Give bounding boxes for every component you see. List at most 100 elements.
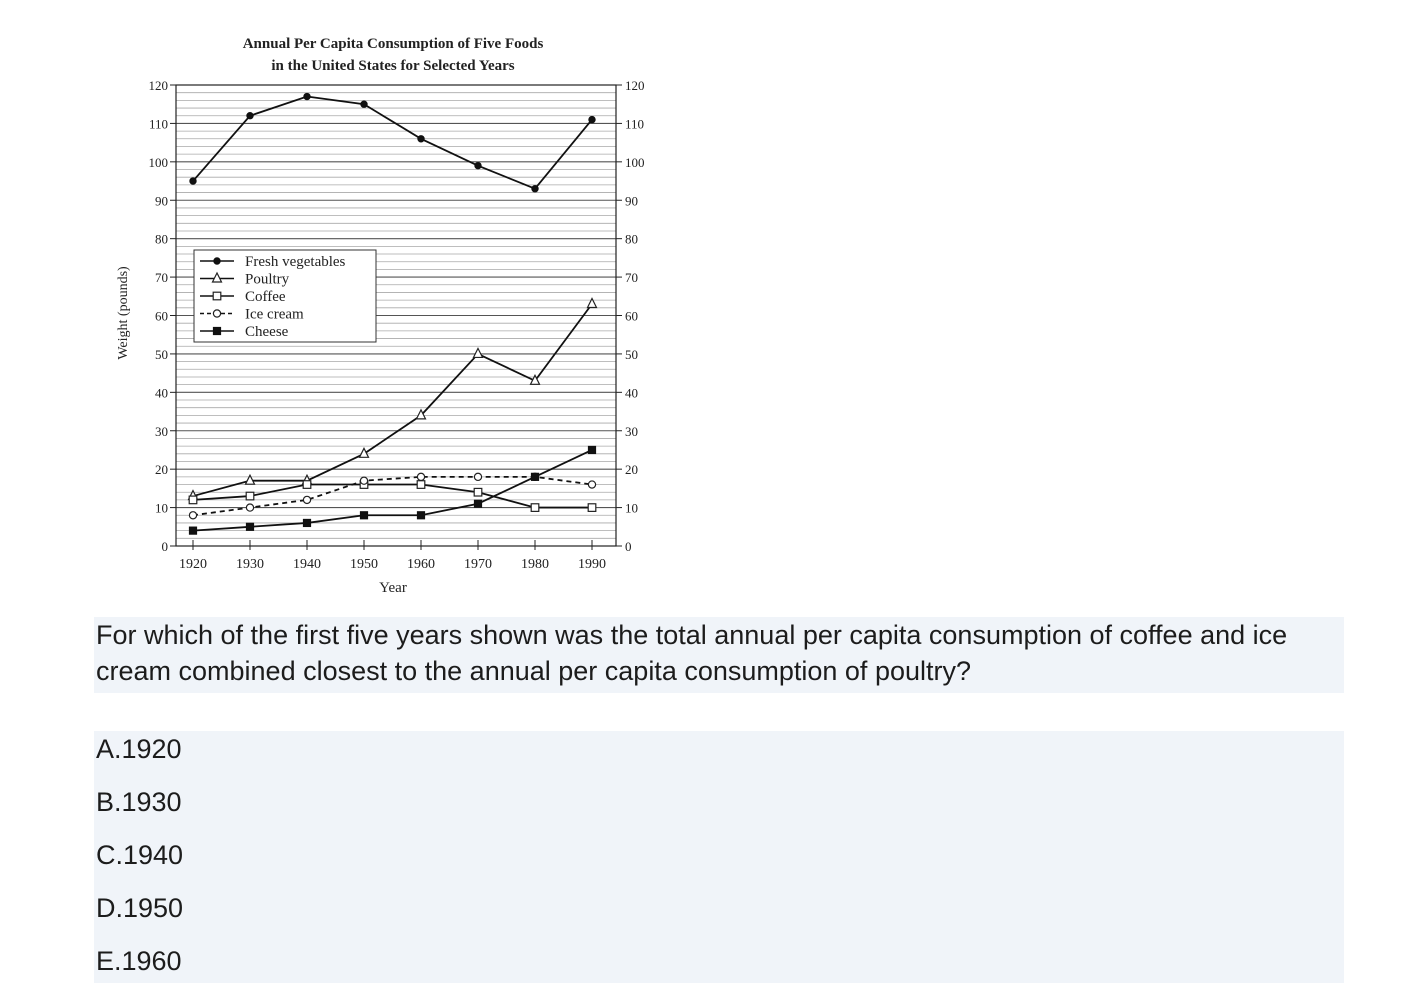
data-point-fresh-vegetables bbox=[474, 161, 482, 170]
y-tick-label-left: 70 bbox=[155, 270, 168, 285]
data-point-coffee bbox=[188, 495, 198, 505]
series-layer bbox=[187, 92, 598, 535]
y-tick-label-left: 10 bbox=[155, 501, 168, 516]
data-point-ice-cream bbox=[359, 476, 369, 485]
legend-label-fresh-vegetables: Fresh vegetables bbox=[245, 254, 346, 270]
series-fresh-vegetables bbox=[189, 92, 596, 193]
data-point-cheese bbox=[416, 511, 426, 520]
data-point-poultry bbox=[529, 373, 541, 385]
y-tick-label-right: 20 bbox=[625, 462, 638, 477]
x-tick-label: 1960 bbox=[407, 557, 435, 572]
chart-title-line1: Annual Per Capita Consumption of Five Fo… bbox=[243, 36, 544, 52]
data-point-poultry bbox=[586, 297, 598, 309]
y-tick-label-left: 90 bbox=[155, 193, 168, 208]
axes: 0 0 10 10 20 20 30 30 40 40 50 50 60 60 70 70 80 80 90 90 10… bbox=[149, 78, 645, 572]
y-tick-label-left: 80 bbox=[155, 232, 168, 247]
y-tick-label-left: 60 bbox=[155, 309, 168, 324]
data-point-ice-cream bbox=[473, 472, 483, 482]
data-point-ice-cream bbox=[587, 480, 597, 489]
series-line-poultry bbox=[192, 303, 593, 497]
x-tick-label: 1980 bbox=[521, 557, 549, 572]
x-tick-label: 1920 bbox=[179, 557, 207, 572]
legend-marker-cheese bbox=[212, 326, 222, 336]
data-point-fresh-vegetables bbox=[246, 112, 254, 120]
data-point-coffee bbox=[473, 487, 483, 497]
x-tick-label: 1940 bbox=[293, 557, 321, 572]
data-point-fresh-vegetables bbox=[531, 185, 539, 193]
series-line-ice-cream bbox=[192, 475, 593, 517]
data-point-coffee bbox=[416, 480, 426, 489]
x-tick-label: 1930 bbox=[236, 557, 264, 572]
x-axis-label: Year bbox=[379, 580, 407, 596]
legend-marker-poultry bbox=[211, 271, 223, 283]
question-text: For which of the first five years shown … bbox=[94, 617, 1344, 693]
series-line-cheese bbox=[192, 449, 593, 532]
data-point-cheese bbox=[473, 499, 483, 508]
data-point-poultry bbox=[472, 347, 484, 359]
data-point-ice-cream bbox=[416, 472, 426, 482]
y-tick-label-left: 40 bbox=[155, 385, 168, 400]
data-point-ice-cream bbox=[302, 495, 312, 505]
y-tick-label-right: 0 bbox=[625, 539, 632, 554]
line-chart: Annual Per Capita Consumption of Five Fo… bbox=[116, 36, 645, 596]
chart-title-line2: in the United States for Selected Years bbox=[271, 58, 514, 74]
series-line-coffee bbox=[192, 483, 592, 509]
data-point-fresh-vegetables bbox=[360, 100, 368, 108]
y-tick-label-right: 40 bbox=[625, 385, 638, 400]
option-a[interactable]: A.1920 bbox=[96, 734, 182, 764]
data-point-coffee bbox=[245, 491, 255, 501]
data-point-cheese bbox=[530, 472, 540, 481]
legend-label-poultry: Poultry bbox=[245, 272, 290, 288]
y-tick-label-right: 80 bbox=[625, 232, 638, 247]
data-point-coffee bbox=[530, 503, 540, 512]
y-tick-label-right: 30 bbox=[625, 424, 638, 439]
series-line-fresh-vegetables bbox=[192, 95, 593, 190]
data-point-fresh-vegetables bbox=[303, 92, 311, 101]
data-point-cheese bbox=[188, 526, 198, 535]
y-tick-label-right: 110 bbox=[625, 116, 644, 131]
y-tick-label-right: 10 bbox=[625, 501, 638, 516]
y-axis-label: Weight (pounds) bbox=[116, 266, 131, 360]
y-tick-label-right: 70 bbox=[625, 270, 638, 285]
legend-marker-fresh-vegetables bbox=[213, 257, 221, 265]
legend-label-cheese: Cheese bbox=[245, 324, 289, 340]
data-point-ice-cream bbox=[245, 503, 255, 512]
data-point-poultry bbox=[244, 473, 256, 485]
y-tick-label-left: 0 bbox=[162, 539, 169, 554]
data-point-cheese bbox=[302, 518, 312, 528]
y-tick-label-right: 100 bbox=[625, 155, 645, 170]
answer-options: A.1920 B.1930 C.1940 D.1950 E.1960 bbox=[94, 731, 1344, 983]
option-d[interactable]: D.1950 bbox=[96, 893, 184, 923]
y-tick-label-right: 60 bbox=[625, 309, 638, 324]
data-point-fresh-vegetables bbox=[417, 135, 425, 143]
option-c[interactable]: C.1940 bbox=[96, 840, 184, 870]
y-tick-label-right: 90 bbox=[625, 193, 638, 208]
y-tick-label-left: 30 bbox=[155, 424, 168, 439]
legend-marker-ice-cream bbox=[212, 309, 222, 318]
data-point-poultry bbox=[415, 408, 427, 420]
data-point-poultry bbox=[358, 446, 370, 458]
y-tick-label-right: 120 bbox=[625, 78, 645, 93]
data-point-ice-cream bbox=[188, 511, 198, 520]
y-tick-label-left: 110 bbox=[149, 116, 168, 131]
y-tick-label-left: 120 bbox=[149, 78, 169, 93]
data-point-coffee bbox=[302, 480, 312, 489]
data-point-fresh-vegetables bbox=[588, 115, 596, 124]
data-point-cheese bbox=[587, 445, 597, 455]
y-tick-label-left: 100 bbox=[149, 155, 169, 170]
y-tick-label-left: 50 bbox=[155, 347, 168, 362]
data-point-coffee bbox=[587, 503, 597, 512]
data-point-fresh-vegetables bbox=[189, 177, 197, 185]
series-coffee bbox=[188, 480, 597, 512]
y-tick-label-left: 20 bbox=[155, 462, 168, 477]
data-point-cheese bbox=[359, 511, 369, 520]
option-e[interactable]: E.1960 bbox=[96, 946, 182, 976]
option-b[interactable]: B.1930 bbox=[96, 787, 182, 817]
data-point-cheese bbox=[245, 522, 255, 531]
legend-label-coffee: Coffee bbox=[245, 289, 286, 305]
x-tick-label: 1950 bbox=[350, 557, 378, 572]
legend-label-ice-cream: Ice cream bbox=[245, 307, 304, 323]
series-cheese bbox=[188, 445, 597, 535]
legend-marker-coffee bbox=[212, 291, 222, 301]
